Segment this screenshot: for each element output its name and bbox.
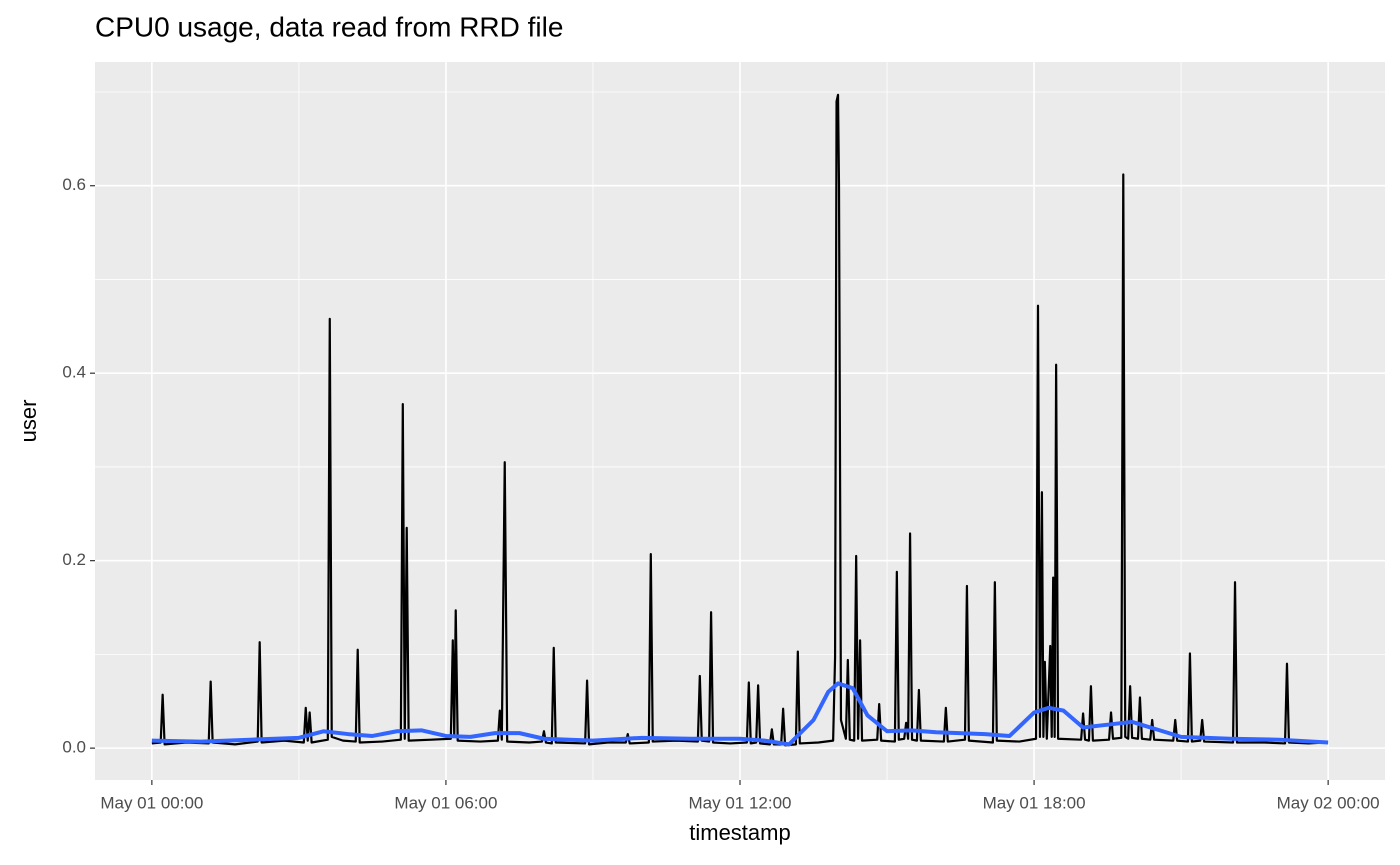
x-axis-title: timestamp — [689, 820, 790, 845]
y-tick-label: 0.0 — [62, 738, 86, 757]
grid: 0.0 0.2 0.4 0.6 May 01 00:00 May 01 06:00 May … — [62, 62, 1385, 812]
x-tick-label: May 01 00:00 — [100, 793, 203, 812]
data-line — [151, 681, 1329, 747]
x-tick-label: May 01 18:00 — [983, 793, 1086, 812]
x-tick-label: May 01 06:00 — [394, 793, 497, 812]
y-tick-label: 0.2 — [62, 550, 86, 569]
chart-title: CPU0 usage, data read from RRD file — [95, 11, 563, 42]
y-tick-label: 0.4 — [62, 363, 86, 382]
x-tick-label: May 02 00:00 — [1277, 793, 1380, 812]
x-tick-label: May 01 12:00 — [688, 793, 791, 812]
marks — [151, 93, 1329, 747]
y-tick-label: 0.6 — [62, 175, 86, 194]
data-line — [151, 93, 1326, 747]
y-axis-title: user — [16, 400, 41, 443]
